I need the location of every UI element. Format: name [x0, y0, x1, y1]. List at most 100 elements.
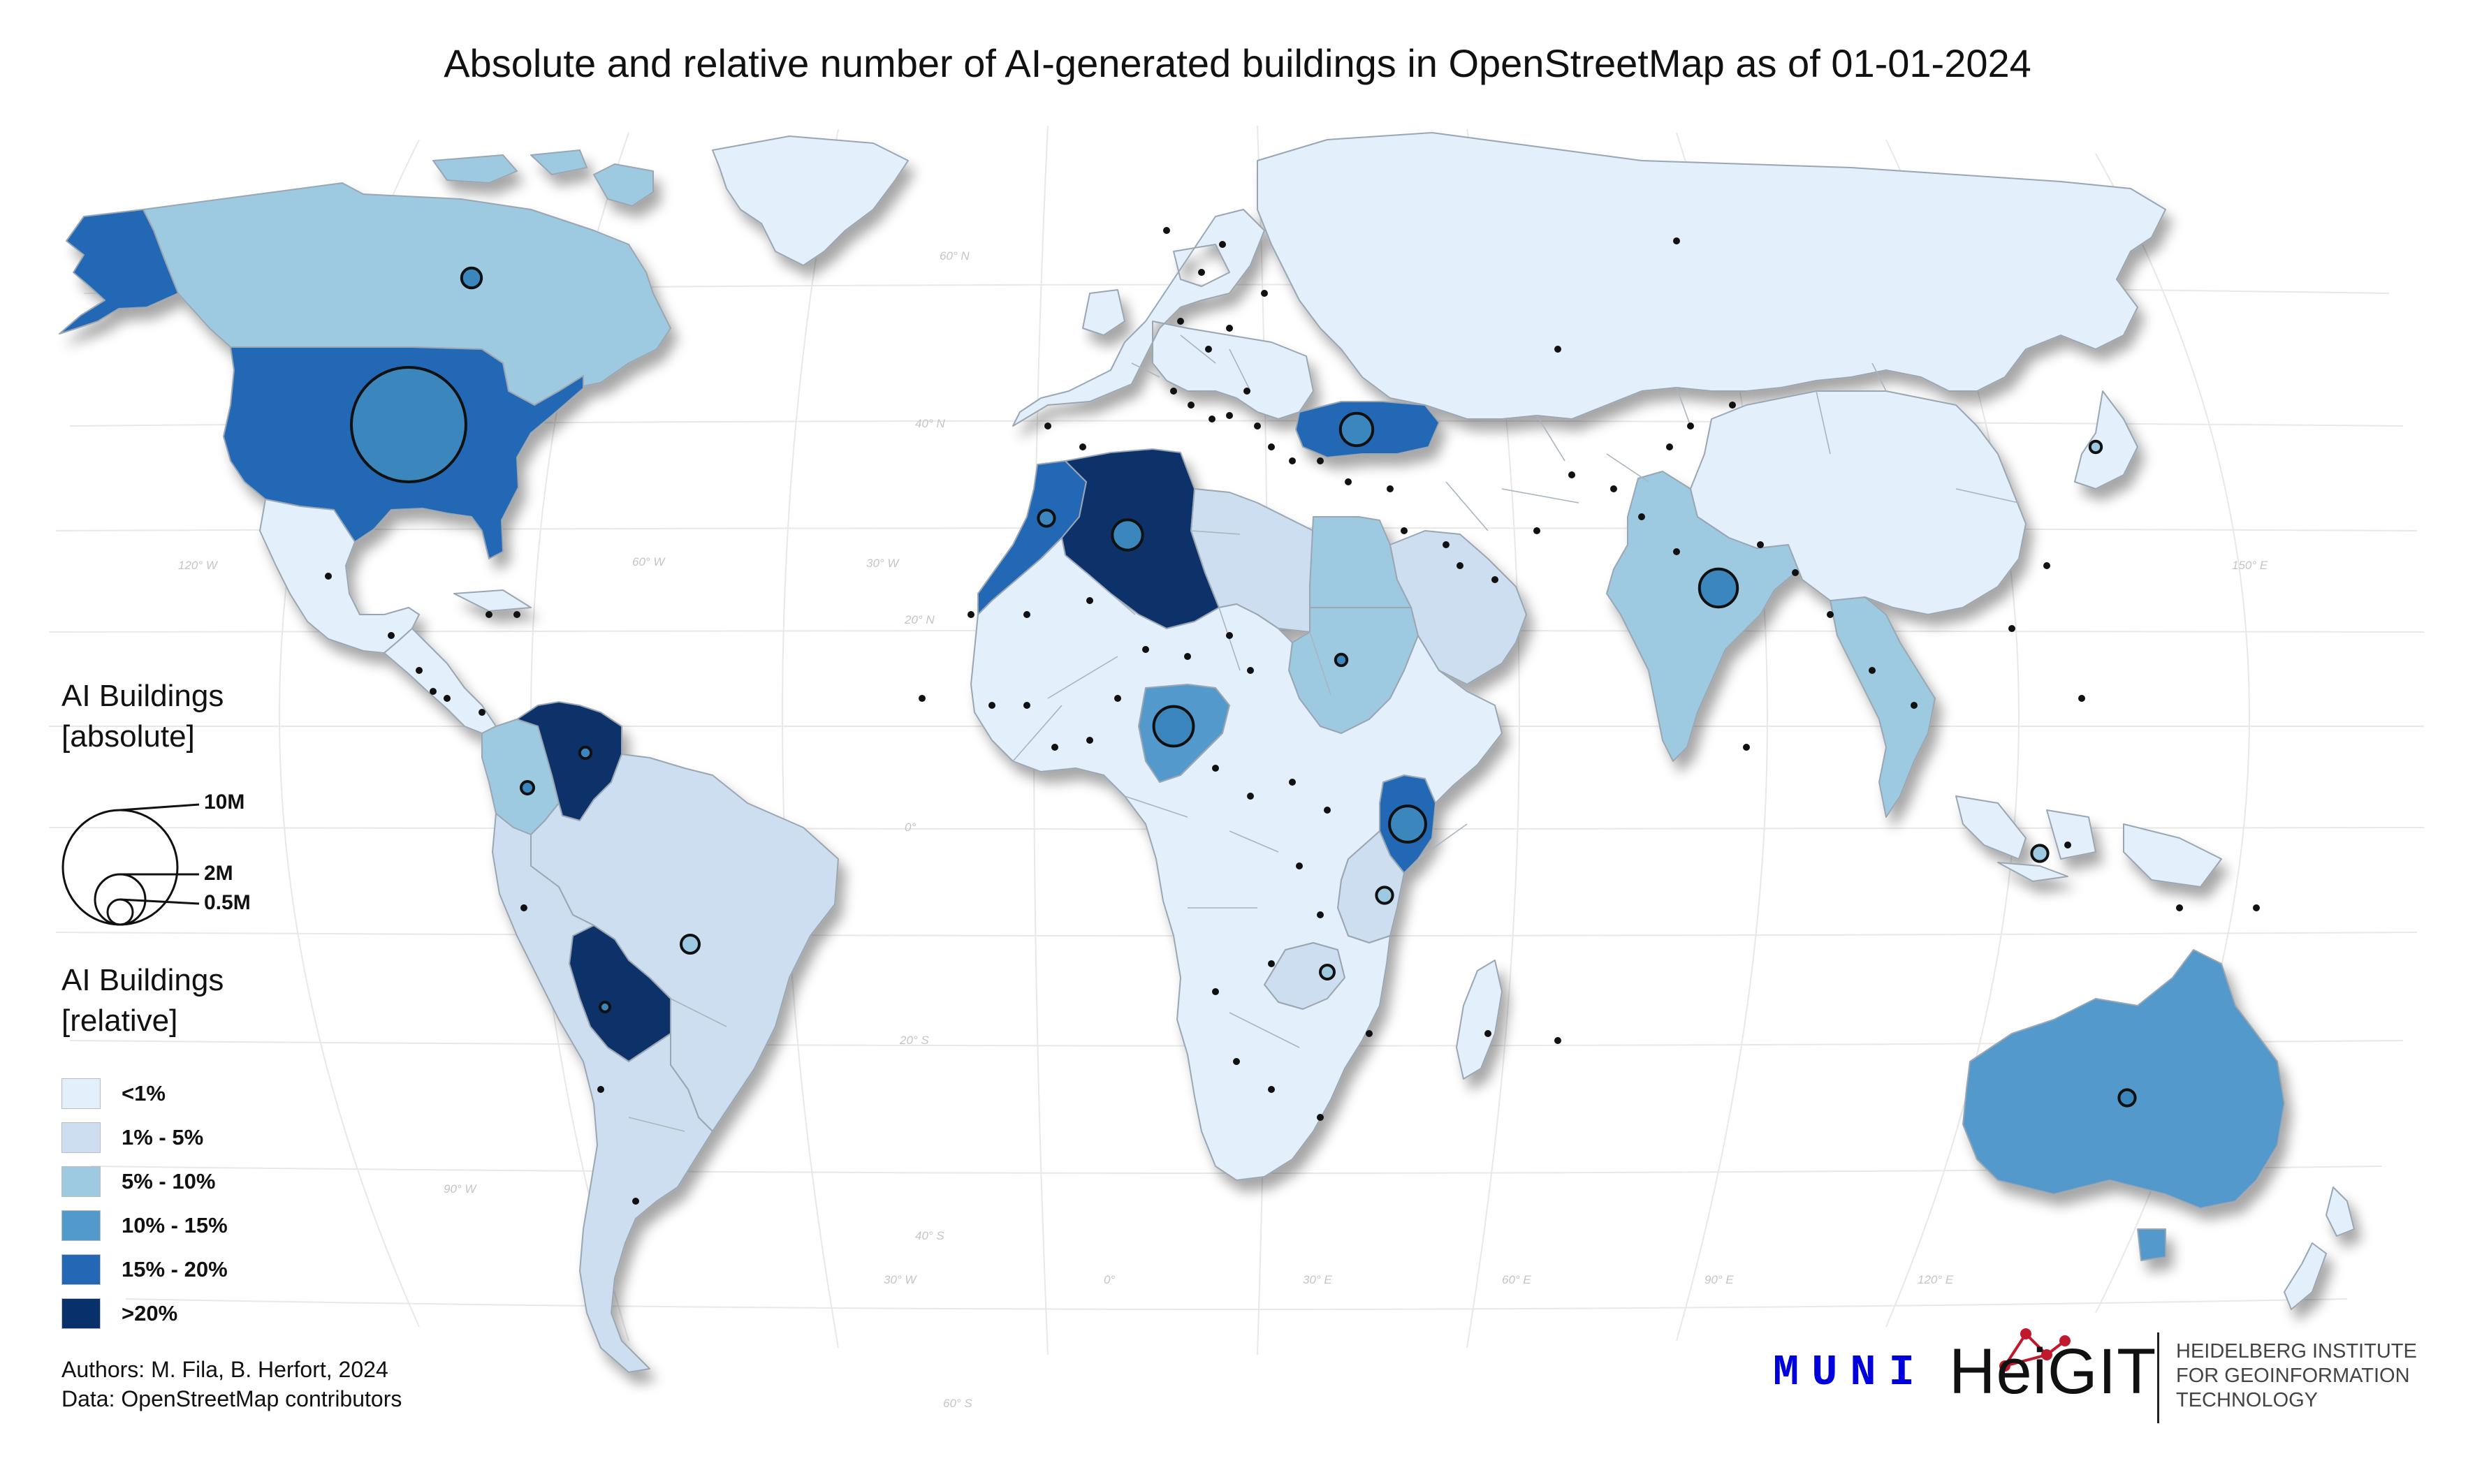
bubble-small — [1554, 1037, 1561, 1044]
bubble-small — [597, 1086, 604, 1093]
region-saudi-arabia — [1389, 530, 1527, 685]
legend-swatch — [61, 1078, 101, 1109]
bubble-small — [919, 695, 926, 702]
legend-swatch — [61, 1122, 101, 1153]
bubble-small — [1792, 569, 1799, 576]
bubble-small — [1142, 646, 1149, 653]
legend-class-label: 1% - 5% — [122, 1125, 204, 1149]
institute-line: HEIDELBERG INSTITUTE — [2176, 1340, 2417, 1362]
bubble-small — [1317, 1114, 1324, 1121]
country-border — [1955, 488, 2020, 504]
bubble-small — [968, 611, 974, 618]
region-libya — [1190, 488, 1314, 633]
country-border — [1676, 387, 1691, 427]
legend-class-label: 10% - 15% — [122, 1213, 228, 1237]
lat-label: 60° N — [940, 249, 970, 263]
region-russia — [1257, 132, 2166, 420]
lat-label: 20° S — [899, 1034, 929, 1047]
bubble-small — [2078, 695, 2085, 702]
lon-label: 60° W — [632, 555, 666, 568]
bubble-morocco — [1037, 508, 1056, 528]
bubble-small — [325, 573, 332, 580]
bubble-small — [1212, 988, 1219, 995]
bubble-small — [479, 709, 485, 716]
bubble-zambia — [1319, 964, 1336, 980]
legend-class-15-20: 15% - 20% — [61, 1254, 228, 1285]
bubble-small — [1170, 388, 1177, 395]
country-border — [1229, 348, 1251, 392]
country-border — [1047, 656, 1118, 699]
bubble-small — [1177, 318, 1184, 325]
country-border — [628, 1117, 685, 1132]
bubble-small — [1212, 765, 1219, 772]
bubble-small — [1757, 541, 1764, 548]
bubble-small — [513, 611, 520, 618]
bubble-colombia — [520, 780, 535, 795]
bubble-small — [1086, 737, 1093, 744]
bubble-small — [1533, 527, 1540, 534]
bubble-kenya — [1388, 805, 1427, 844]
legend-swatch — [61, 1166, 101, 1197]
bubble-small — [1401, 527, 1408, 534]
legend-size-label-05m: 0.5M — [204, 891, 251, 914]
bubble-small — [485, 611, 492, 618]
lon-label: 30° W — [884, 1273, 917, 1286]
region-madagascar — [1456, 960, 1503, 1080]
bubble-india — [1698, 567, 1739, 609]
country-border — [1871, 362, 1887, 392]
bubble-small — [1289, 779, 1296, 786]
bubble-small — [1296, 862, 1303, 869]
bubble-small — [1184, 653, 1191, 660]
heigit-logo: HeiGIT — [1949, 1336, 2157, 1407]
region-alaska — [59, 209, 179, 335]
country-border — [1229, 830, 1279, 853]
legend-class-5-10: 5% - 10% — [61, 1166, 215, 1197]
bubble-turkey — [1338, 411, 1375, 448]
region-indonesia — [1955, 795, 2222, 888]
region-china — [1690, 390, 2027, 615]
bubble-small — [1366, 1030, 1373, 1037]
bubble-small — [2043, 562, 2050, 569]
region-rest-of-africa — [970, 537, 1503, 1181]
bubble-small — [632, 1198, 639, 1205]
bubble-small — [1443, 541, 1450, 548]
legend-relative-title-line2: [relative] — [61, 1004, 178, 1038]
region-mainland-southeast-asia — [1830, 596, 1936, 818]
bubble-small — [1729, 402, 1736, 409]
region-europe — [1012, 209, 1314, 427]
bubble-small — [520, 904, 527, 911]
bubble-small — [1673, 548, 1680, 555]
legend-class-label: 5% - 10% — [122, 1169, 216, 1193]
bubble-small — [2253, 904, 2260, 911]
legend-relative-title: AI Buildings [relative] — [61, 960, 224, 1041]
bubble-small — [1247, 667, 1254, 674]
lon-label: 150° E — [2232, 559, 2268, 572]
legend-relative-title-line1: AI Buildings — [61, 963, 224, 997]
legend-swatch — [61, 1298, 101, 1329]
bubble-small — [1568, 471, 1575, 478]
lon-label: 30° E — [1303, 1273, 1332, 1286]
bubble-small — [2176, 904, 2183, 911]
bubble-sudan — [1334, 652, 1349, 668]
lon-label: 90° E — [1704, 1273, 1734, 1286]
bubble-small — [1051, 744, 1058, 751]
legend-size-circles — [61, 803, 200, 926]
region-central-america — [384, 589, 532, 734]
legend-class-lt1: <1% — [61, 1078, 166, 1109]
bubble-small — [2008, 625, 2015, 632]
country-border — [1124, 795, 1188, 818]
bubble-small — [1247, 793, 1254, 800]
country-border — [1190, 530, 1241, 535]
legend-class-label: 15% - 20% — [122, 1257, 228, 1281]
country-border — [1816, 390, 1831, 455]
lon-label: 120° E — [1918, 1273, 1954, 1286]
bubble-small — [1638, 513, 1645, 520]
bubble-small — [1261, 290, 1268, 297]
country-border — [1309, 631, 1331, 696]
bubble-small — [1911, 702, 1918, 709]
bubble-small — [1456, 562, 1463, 569]
lat-label: 40° S — [915, 1229, 944, 1242]
credits-authors: Authors: M. Fila, B. Herfort, 2024 — [61, 1357, 388, 1382]
bubble-small — [1243, 388, 1250, 395]
bubble-small — [1289, 457, 1296, 464]
